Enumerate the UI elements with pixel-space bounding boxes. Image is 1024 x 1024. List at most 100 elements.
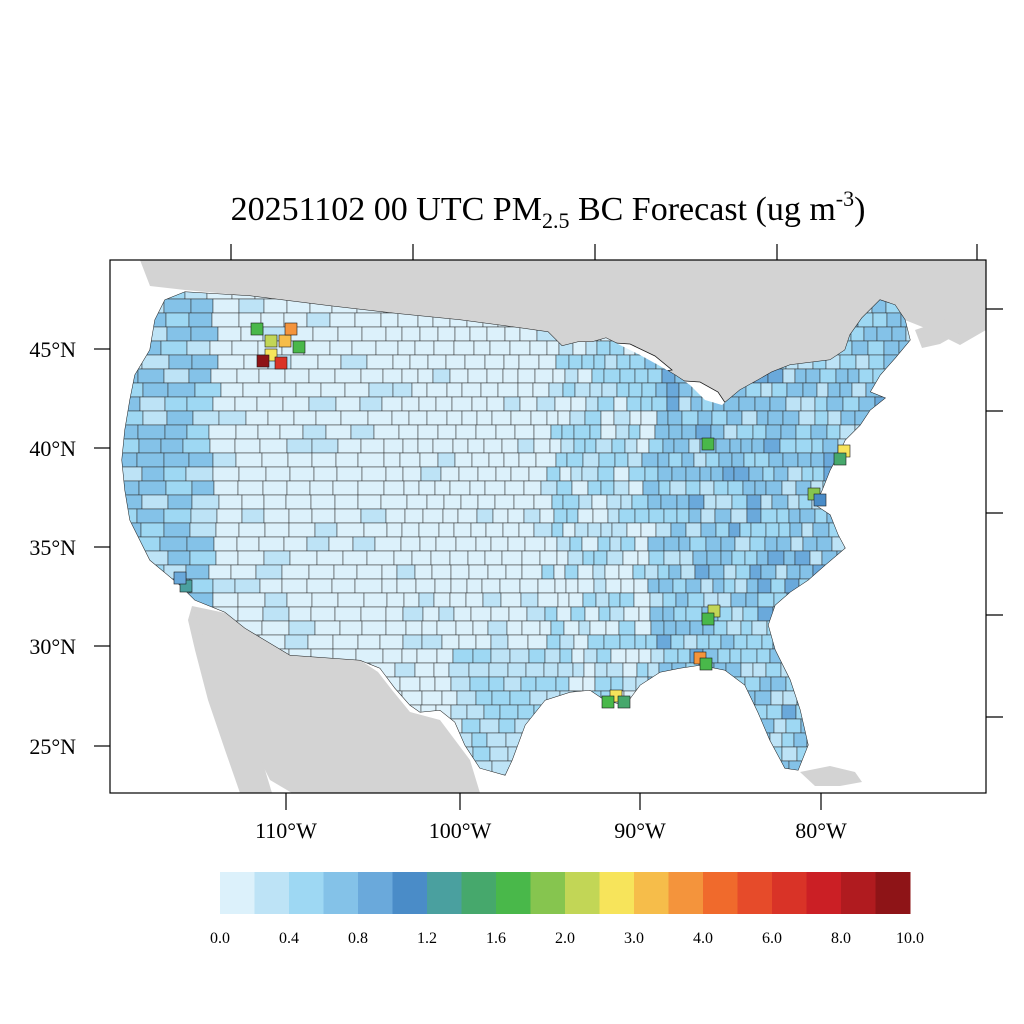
county-cell [735, 564, 751, 580]
county-cell [486, 368, 504, 384]
county-cell [726, 620, 742, 636]
county-cell [438, 606, 455, 622]
county-cell [525, 662, 545, 678]
county-cell [606, 662, 624, 678]
county-cell [827, 410, 842, 426]
county-cell [469, 676, 490, 692]
county-cell [499, 578, 521, 594]
county-cell [379, 634, 404, 650]
county-cell [476, 410, 493, 426]
hotspot-cell [701, 437, 715, 451]
county-cell [186, 424, 210, 440]
county-cell [354, 312, 382, 328]
county-cell [570, 606, 586, 622]
county-cell [685, 606, 703, 622]
county-cell [361, 620, 387, 636]
county-cell [491, 410, 512, 426]
county-cell [562, 382, 576, 398]
county-cell [788, 508, 801, 524]
county-cell [486, 732, 507, 748]
county-cell [523, 480, 542, 496]
county-cell [790, 536, 804, 552]
county-cell [529, 340, 548, 356]
county-cell [334, 494, 359, 510]
county-cell [311, 438, 339, 454]
county-cell [468, 662, 490, 678]
county-cell [237, 480, 264, 496]
county-cell [419, 676, 436, 692]
county-cell [727, 480, 744, 496]
county-cell [502, 368, 519, 384]
county-cell [163, 298, 192, 314]
county-cell [190, 508, 218, 524]
county-cell [647, 494, 662, 510]
county-cell [660, 494, 678, 510]
county-cell [694, 564, 710, 580]
county-cell [449, 592, 467, 608]
county-cell [740, 620, 753, 636]
county-cell [328, 536, 354, 552]
county-cell [366, 550, 395, 566]
county-cell [449, 550, 469, 566]
county-cell [520, 676, 537, 692]
county-cell [231, 340, 259, 356]
county-cell [744, 676, 761, 692]
county-cell [191, 494, 220, 510]
county-cell [399, 676, 421, 692]
county-cell [667, 410, 683, 426]
county-cell [608, 592, 621, 608]
county-cell [262, 606, 290, 622]
county-cell [683, 634, 698, 650]
county-cell [520, 592, 539, 608]
county-cell [628, 466, 646, 482]
county-cell [241, 494, 265, 510]
county-cell [544, 536, 558, 552]
county-cell [392, 382, 413, 398]
county-cell [618, 508, 636, 524]
county-cell [771, 382, 788, 398]
county-cell [137, 368, 165, 384]
colorbar-swatch [461, 872, 497, 914]
county-cell [780, 424, 797, 440]
county-cell [549, 438, 562, 454]
county-cell [215, 550, 239, 566]
hotspot-cell [250, 322, 264, 336]
county-cell [504, 480, 525, 496]
county-cell [141, 466, 165, 482]
county-cell [208, 424, 237, 440]
county-cell [242, 382, 271, 398]
county-cell [488, 452, 505, 468]
county-cell [234, 438, 261, 454]
county-cell [680, 564, 696, 580]
county-cell [731, 550, 746, 566]
colorbar-swatch [772, 872, 807, 914]
county-cell [551, 494, 564, 510]
county-cell [471, 732, 488, 748]
county-cell [351, 340, 377, 356]
county-cell [402, 606, 424, 622]
county-cell [488, 676, 505, 692]
top-ticks [230, 244, 978, 260]
county-cell [470, 606, 492, 622]
county-cell [711, 410, 728, 426]
county-cell [417, 424, 439, 440]
county-cell [212, 578, 236, 594]
county-cell [688, 494, 705, 510]
county-cell [311, 592, 339, 608]
county-cell [258, 368, 286, 384]
county-cell [546, 634, 561, 650]
county-cell [261, 452, 289, 468]
county-cell [811, 438, 824, 454]
county-cell [603, 634, 621, 650]
county-cell [396, 564, 416, 580]
county-cell [443, 494, 462, 510]
county-cell [238, 522, 266, 538]
county-cell [555, 452, 568, 468]
county-cell [477, 466, 497, 482]
county-cell [503, 354, 520, 370]
county-cell [168, 354, 193, 370]
county-cell [363, 522, 388, 538]
county-cell [550, 424, 563, 440]
county-cell [465, 592, 484, 608]
county-cell [703, 494, 717, 510]
